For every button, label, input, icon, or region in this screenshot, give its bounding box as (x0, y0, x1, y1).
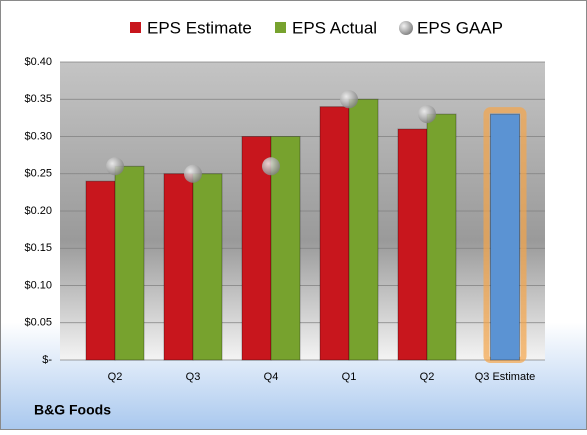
y-tick-label: $0.15 (24, 242, 52, 254)
gaap-marker (106, 157, 124, 176)
bar (348, 98, 379, 361)
bar (163, 173, 194, 361)
bar (85, 180, 116, 361)
x-tick-label: Q3 (186, 371, 201, 383)
y-tick-label: $- (42, 354, 52, 366)
legend-marker (399, 21, 413, 35)
x-tick-label: Q1 (342, 371, 357, 383)
y-tick-label: $0.40 (24, 56, 52, 68)
y-tick-label: $0.05 (24, 317, 52, 329)
gaap-marker (418, 105, 436, 124)
footer: B&G Foods (34, 402, 111, 418)
x-tick-label: Q4 (264, 371, 279, 383)
legend-marker (130, 22, 141, 33)
y-tick-label: $0.25 (24, 168, 52, 180)
bar (114, 165, 145, 361)
y-tick-label: $0.30 (24, 130, 52, 142)
x-tick-label: Q2 (420, 371, 435, 383)
legend-label: EPS Estimate (147, 18, 252, 37)
bar (397, 128, 428, 361)
legend-label: EPS Actual (292, 18, 377, 37)
bar (319, 106, 350, 361)
y-tick-label: $0.10 (24, 279, 52, 291)
gaap-marker (340, 90, 358, 109)
gaap-marker (262, 157, 280, 176)
bar (426, 113, 457, 361)
y-tick-label: $0.20 (24, 205, 52, 217)
x-tick-label: Q2 (108, 371, 123, 383)
bar (192, 173, 223, 361)
y-tick-label: $0.35 (24, 93, 52, 105)
bar (490, 113, 520, 361)
x-tick-label: Q3 Estimate (475, 371, 536, 383)
gaap-marker (184, 164, 202, 183)
legend-label: EPS GAAP (417, 18, 503, 37)
legend-marker (275, 22, 286, 33)
